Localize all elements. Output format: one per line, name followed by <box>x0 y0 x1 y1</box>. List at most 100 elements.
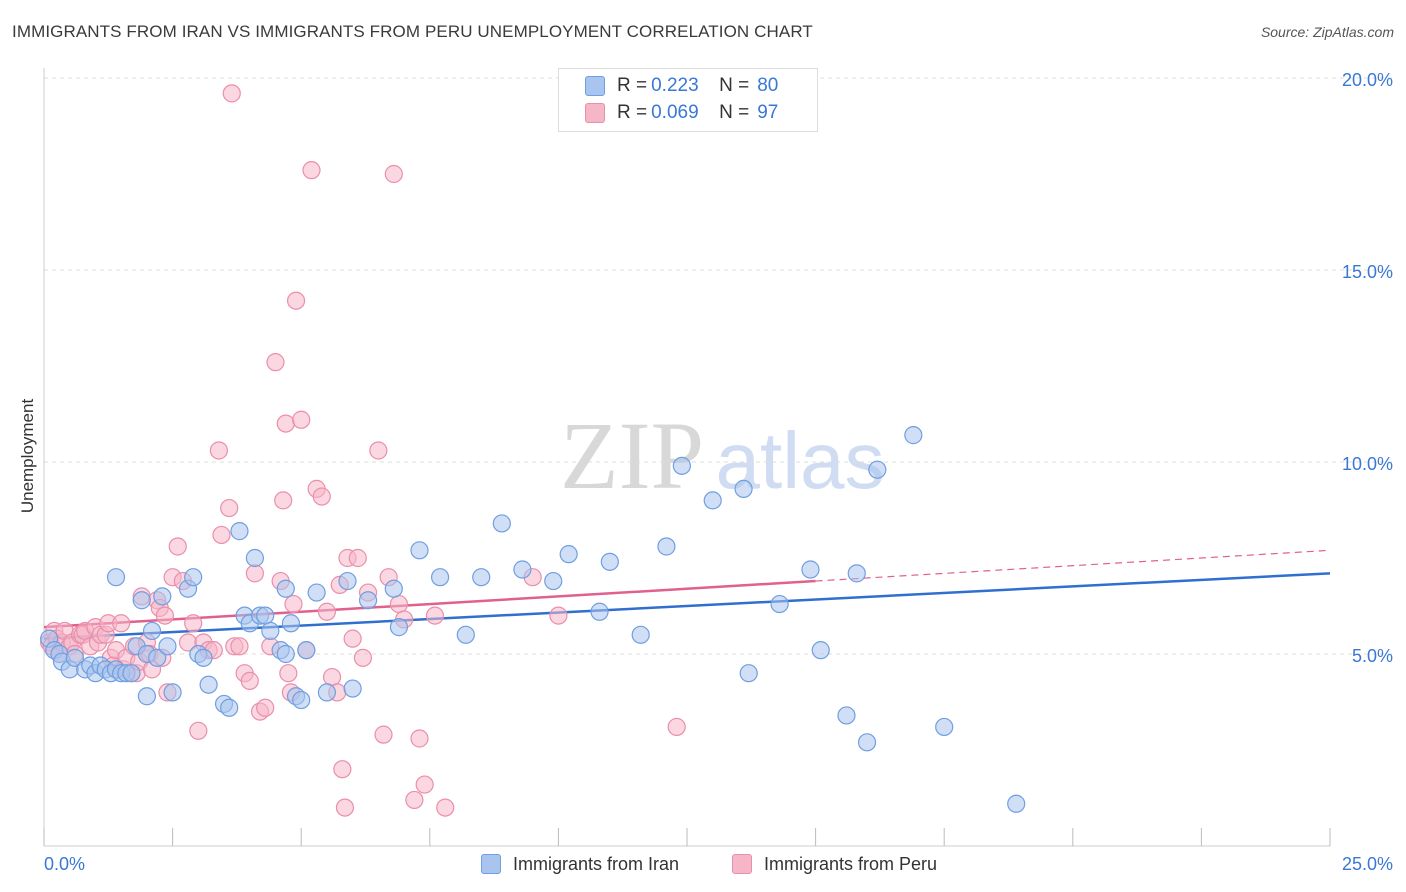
iran-point <box>456 625 475 644</box>
iran-point <box>389 618 409 637</box>
n-label: N = <box>719 75 750 96</box>
peru-point <box>436 798 455 817</box>
iran-point <box>65 648 84 667</box>
peru-point <box>155 606 174 625</box>
iran-point <box>703 491 722 510</box>
iran-point <box>276 579 295 598</box>
peru-point <box>389 594 409 614</box>
iran-point <box>837 706 856 725</box>
iran-point <box>857 733 877 752</box>
peru-point <box>245 564 265 583</box>
peru-point <box>184 614 203 633</box>
iran-point <box>122 664 141 683</box>
iran-point <box>281 614 301 633</box>
peru-point <box>279 664 298 683</box>
peru-point <box>209 441 228 460</box>
iran-point <box>739 664 758 683</box>
peru-point <box>266 353 285 372</box>
iran-point <box>734 479 753 498</box>
iran-point <box>1007 794 1026 813</box>
iran-point <box>847 564 866 583</box>
y-axis-label: Unemployment <box>18 398 37 514</box>
iran-point <box>106 568 126 587</box>
n-value-peru: 97 <box>757 102 779 123</box>
iran-point <box>132 591 151 610</box>
peru-point <box>348 548 367 568</box>
peru-point <box>353 648 373 667</box>
iran-point <box>544 571 563 591</box>
x-tick-label-max: 25.0% <box>1342 854 1393 874</box>
legend-swatch-peru <box>585 103 605 123</box>
r-value-peru: 0.069 <box>651 102 699 123</box>
peru-point <box>549 606 568 625</box>
peru-point <box>276 414 295 433</box>
n-label: N = <box>719 102 750 123</box>
peru-point <box>286 291 306 310</box>
y-tick-label: 5.0% <box>1352 646 1393 666</box>
peru-point <box>317 602 337 621</box>
watermark: ZIP atlas <box>560 402 884 509</box>
tick-labels: 5.0% 10.0% 15.0% 20.0% 0.0% 25.0% <box>44 70 1393 874</box>
gridlines <box>44 77 1392 655</box>
iran-point <box>220 698 239 717</box>
peru-point <box>384 164 403 184</box>
legend-item-iran: Immigrants from Iran <box>481 852 679 876</box>
iran-point <box>297 641 316 660</box>
legend-row-peru: R = 0.069 N = 97 <box>585 101 778 125</box>
iran-point <box>137 687 156 706</box>
peru-point <box>374 725 393 744</box>
iran-point <box>904 426 923 445</box>
iran-trend-line <box>43 572 1331 640</box>
series-iran-points <box>40 426 1026 813</box>
watermark-zip: ZIP <box>560 402 704 509</box>
iran-point <box>410 541 429 560</box>
peru-point <box>343 629 362 648</box>
iran-point <box>343 679 362 698</box>
peru-point <box>230 637 249 656</box>
iran-point <box>358 591 378 610</box>
peru-point <box>405 790 424 810</box>
iran-point <box>811 641 830 660</box>
peru-point <box>335 798 355 817</box>
peru-point <box>369 441 388 460</box>
n-value-iran: 80 <box>757 75 779 96</box>
legend-swatch-peru <box>732 854 752 874</box>
legend-label-iran: Immigrants from Iran <box>513 853 680 874</box>
iran-point <box>770 594 789 614</box>
iran-point <box>492 514 511 533</box>
iran-point <box>256 606 275 625</box>
y-tick-label: 20.0% <box>1342 70 1393 90</box>
y-tick-label: 10.0% <box>1342 454 1393 474</box>
legend-swatch-iran <box>585 76 605 96</box>
iran-point <box>384 579 403 598</box>
peru-point <box>425 606 445 625</box>
iran-point <box>184 568 203 587</box>
iran-point <box>672 456 691 475</box>
iran-point <box>245 548 265 568</box>
peru-point <box>220 498 239 518</box>
peru-point <box>112 614 131 633</box>
iran-point <box>261 621 280 641</box>
r-value-iran: 0.223 <box>651 75 699 96</box>
peru-point <box>284 594 303 614</box>
r-label: R = <box>617 102 648 123</box>
peru-point <box>212 525 231 545</box>
iran-point <box>194 648 213 667</box>
y-tick-label: 15.0% <box>1342 262 1393 282</box>
iran-point <box>292 690 311 710</box>
chart-title: IMMIGRANTS FROM IRAN VS IMMIGRANTS FROM … <box>12 22 813 41</box>
iran-point <box>513 560 532 579</box>
iran-point <box>430 568 450 587</box>
legend-swatch-iran <box>481 854 501 874</box>
iran-point <box>472 568 491 587</box>
iran-point <box>276 644 295 664</box>
iran-point <box>230 522 249 541</box>
peru-point <box>168 537 187 556</box>
iran-point <box>559 545 578 564</box>
iran-point <box>600 552 619 571</box>
iran-point <box>158 637 177 656</box>
peru-point <box>312 487 331 506</box>
iran-point <box>338 571 357 591</box>
peru-trend-extension <box>815 549 1331 582</box>
peru-point <box>415 775 434 794</box>
